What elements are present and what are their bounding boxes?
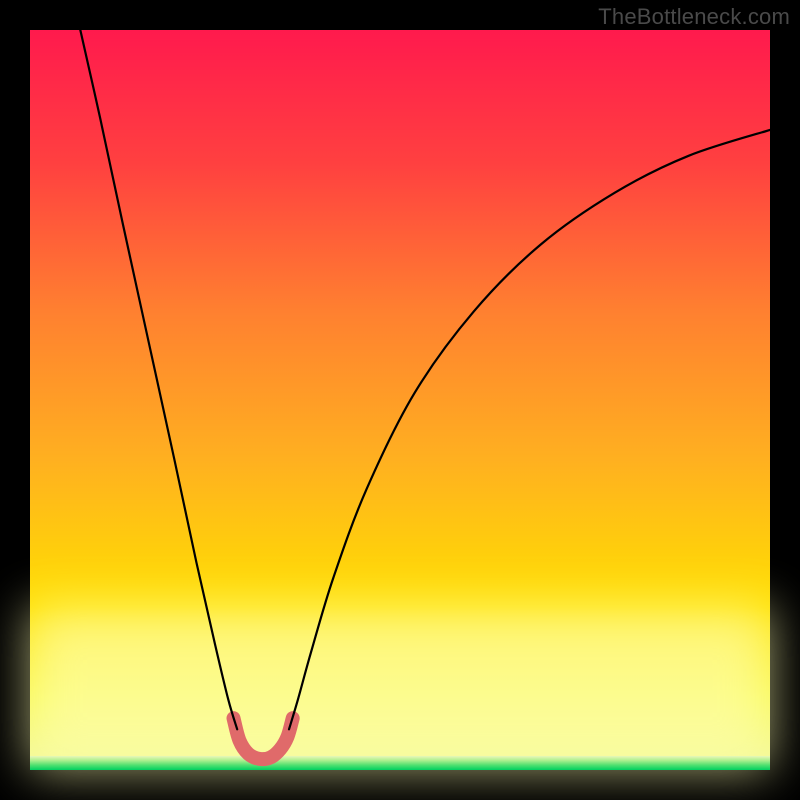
curve-left-branch — [80, 30, 237, 729]
curve-right-branch — [289, 130, 770, 729]
chart-frame: TheBottleneck.com — [0, 0, 800, 800]
watermark-text: TheBottleneck.com — [598, 4, 790, 30]
notch-highlight — [234, 718, 293, 759]
curve-layer — [30, 30, 770, 770]
plot-area — [30, 30, 770, 770]
